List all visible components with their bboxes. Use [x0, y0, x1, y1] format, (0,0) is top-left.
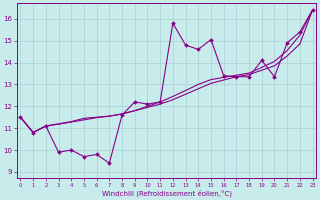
X-axis label: Windchill (Refroidissement éolien,°C): Windchill (Refroidissement éolien,°C)	[101, 189, 231, 197]
